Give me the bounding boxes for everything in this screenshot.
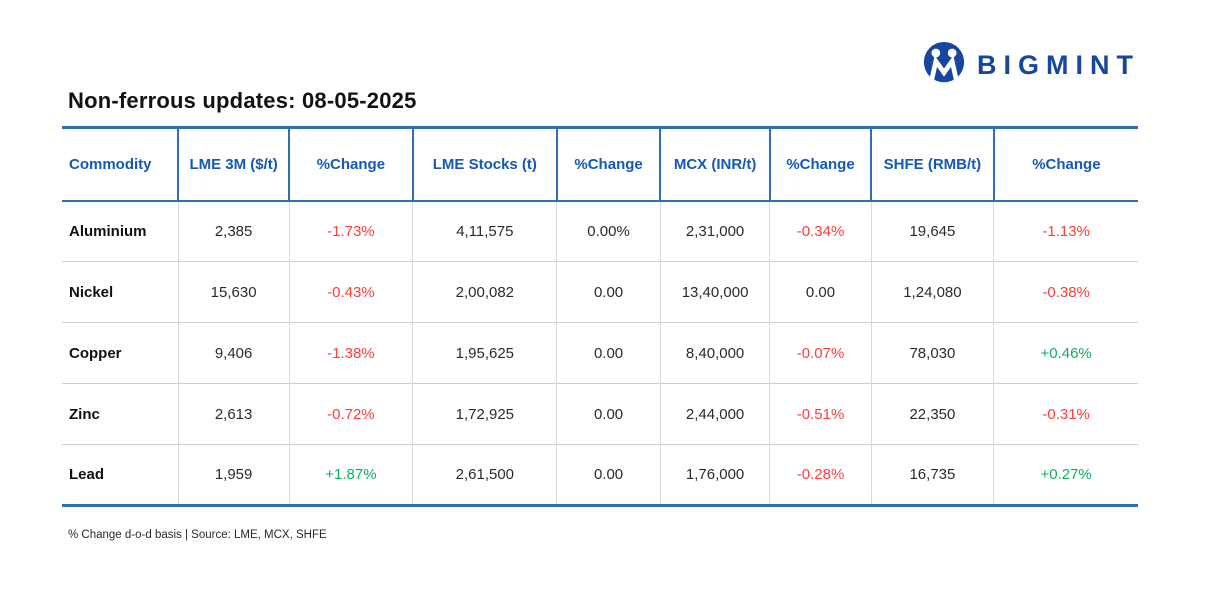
table-cell: -0.51% <box>769 383 872 445</box>
table-cell: 4,11,575 <box>412 200 557 262</box>
table-cell: 0.00 <box>556 261 661 323</box>
table-cell: 22,350 <box>870 383 994 445</box>
table-row-copper: Copper 9,406 -1.38% 1,95,625 0.00 8,40,0… <box>62 322 1138 384</box>
column-header-shfe-change: %Change <box>992 126 1138 202</box>
column-header-lme-3m: LME 3M ($/t) <box>177 126 290 202</box>
table-cell: 1,76,000 <box>659 444 770 507</box>
brand-name: BIGMINT <box>977 49 1140 80</box>
table-cell: 1,72,925 <box>412 383 557 445</box>
column-header-mcx: MCX (INR/t) <box>659 126 770 202</box>
table-cell: 19,645 <box>870 200 994 262</box>
table-cell: +0.27% <box>993 444 1138 507</box>
table-row-nickel: Nickel 15,630 -0.43% 2,00,082 0.00 13,40… <box>62 261 1138 323</box>
table-cell: 13,40,000 <box>659 261 770 323</box>
table-cell: 0.00 <box>769 261 872 323</box>
table-cell: 2,613 <box>177 383 290 445</box>
table-cell: -1.38% <box>288 322 413 384</box>
table-cell: 0.00 <box>556 383 661 445</box>
commodity-table: Commodity LME 3M ($/t) %Change LME Stock… <box>62 126 1138 507</box>
column-header-mcx-change: %Change <box>768 126 872 202</box>
table-cell: +0.46% <box>993 322 1138 384</box>
commodity-name: Zinc <box>62 383 179 445</box>
table-row-aluminium: Aluminium 2,385 -1.73% 4,11,575 0.00% 2,… <box>62 200 1138 262</box>
table-cell: 0.00 <box>556 322 661 384</box>
table-cell: 1,24,080 <box>870 261 994 323</box>
table-cell: 2,44,000 <box>659 383 770 445</box>
column-header-lme-stocks-change: %Change <box>555 126 661 202</box>
table-cell: 16,735 <box>870 444 994 507</box>
table-cell: -0.43% <box>288 261 413 323</box>
table-cell: +1.87% <box>288 444 413 507</box>
table-cell: 1,959 <box>177 444 290 507</box>
table-cell: 78,030 <box>870 322 994 384</box>
column-header-commodity: Commodity <box>62 126 179 202</box>
commodity-name: Copper <box>62 322 179 384</box>
table-cell: 0.00 <box>556 444 661 507</box>
table-row-zinc: Zinc 2,613 -0.72% 1,72,925 0.00 2,44,000… <box>62 383 1138 445</box>
commodity-name: Nickel <box>62 261 179 323</box>
table-cell: -1.73% <box>288 200 413 262</box>
bigmint-logo-icon <box>923 42 965 86</box>
table-cell: 2,61,500 <box>412 444 557 507</box>
table-cell: 8,40,000 <box>659 322 770 384</box>
column-header-lme-stocks: LME Stocks (t) <box>411 126 557 202</box>
page-title: Non-ferrous updates: 08-05-2025 <box>68 88 417 113</box>
commodity-table-container: Commodity LME 3M ($/t) %Change LME Stock… <box>62 126 1138 507</box>
table-cell: -0.34% <box>769 200 872 262</box>
table-cell: 0.00% <box>556 200 661 262</box>
table-cell: 2,385 <box>177 200 290 262</box>
source-footnote: % Change d-o-d basis | Source: LME, MCX,… <box>68 529 327 541</box>
commodity-name: Aluminium <box>69 222 147 240</box>
table-cell: 15,630 <box>177 261 290 323</box>
table-cell: 2,00,082 <box>412 261 557 323</box>
table-cell: 9,406 <box>177 322 290 384</box>
commodity-name: Lead <box>62 444 179 507</box>
column-header-shfe: SHFE (RMB/t) <box>870 126 994 202</box>
table-cell: -0.38% <box>993 261 1138 323</box>
table-row-lead: Lead 1,959 +1.87% 2,61,500 0.00 1,76,000… <box>62 444 1138 507</box>
table-cell: -0.07% <box>769 322 872 384</box>
table-cell: -0.31% <box>993 383 1138 445</box>
header-row: Commodity LME 3M ($/t) %Change LME Stock… <box>62 126 1138 202</box>
table-cell: -1.13% <box>993 200 1138 262</box>
column-header-lme-3m-change: %Change <box>288 126 413 202</box>
table-cell: -0.28% <box>769 444 872 507</box>
table-cell: -0.72% <box>288 383 413 445</box>
table-cell: 2,31,000 <box>659 200 770 262</box>
table-cell: 1,95,625 <box>412 322 557 384</box>
brand-header: BIGMINT <box>921 40 1140 90</box>
